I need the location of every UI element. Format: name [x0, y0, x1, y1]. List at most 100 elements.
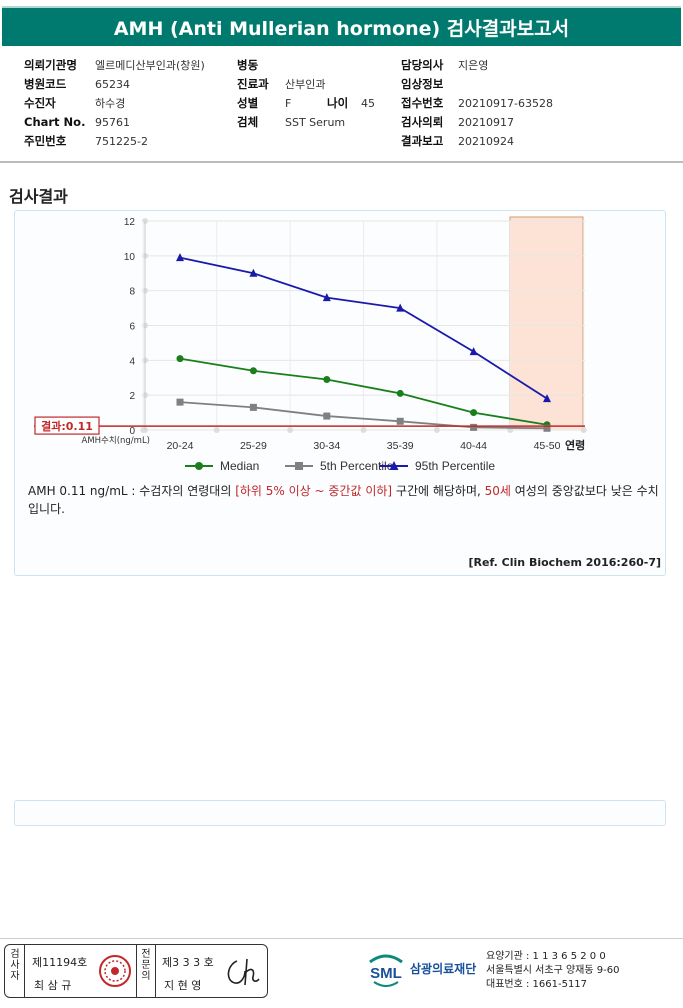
info-label: Chart No. [24, 115, 86, 129]
reference: [Ref. Clin Biochem 2016:260-7] [468, 556, 661, 569]
specialist-name: 지 현 영 [164, 979, 202, 992]
info-label: 병동 [237, 58, 259, 72]
info-label: 진료과 [237, 77, 269, 91]
info-value: 751225-2 [95, 134, 148, 148]
data-point [176, 398, 184, 406]
patient-info: 의뢰기관명 엘르메디산부인과(창원) 병원코드 65234 수진자 하수경 Ch… [0, 50, 683, 163]
series-line [179, 401, 548, 430]
info-row: 진료과 산부인과 [237, 75, 325, 93]
data-point [396, 303, 405, 312]
signature-icon [227, 958, 260, 986]
info-value: 지은영 [458, 59, 489, 72]
info-row: 성별 F 나이 45 [237, 94, 375, 112]
x-tick-dot [287, 427, 294, 433]
x-tick-label: 20-24 [167, 440, 194, 452]
comment-highlight: 50세 [484, 484, 511, 498]
legend-marker [195, 462, 203, 470]
sml-logo-icon: SML [369, 954, 403, 987]
info-row: 수진자 하수경 [24, 94, 125, 112]
x-tick-label: 25-29 [240, 440, 267, 452]
info-label: 접수번호 [401, 96, 444, 110]
data-point [470, 423, 478, 431]
info-value: 엘르메디산부인과(창원) [95, 59, 205, 72]
data-point [323, 412, 331, 420]
info-value: SST Serum [285, 115, 346, 129]
comment-highlight: [하위 5% 이상 ~ 중간값 이하] [235, 484, 393, 498]
specialist-label: 전문의 [141, 949, 151, 982]
data-point [249, 268, 258, 277]
x-tick-label: 35-39 [387, 440, 414, 452]
data-point [176, 253, 184, 262]
info-label: 결과보고 [401, 134, 444, 148]
data-point [543, 424, 551, 432]
data-point [470, 409, 478, 417]
info-value: 하수경 [95, 97, 126, 110]
x-tick-dot [433, 427, 440, 433]
x-tick-label: 40-44 [460, 440, 487, 452]
data-point [396, 389, 404, 397]
x-tick-label: 30-34 [313, 440, 340, 452]
data-point [176, 355, 184, 363]
info-value: 95761 [95, 115, 130, 129]
org-name: 삼광의료재단 [410, 961, 477, 976]
data-point [323, 375, 331, 383]
info-label: 임상정보 [401, 77, 444, 91]
examiner-number: 제11194호 [32, 956, 88, 969]
series-line [179, 357, 548, 426]
info-row: 병동 [237, 56, 285, 74]
data-point [396, 417, 404, 425]
info-label: 나이 [327, 96, 349, 110]
info-row: 의뢰기관명 엘르메디산부인과(창원) [24, 56, 205, 74]
legend-label: 5th Percentile [320, 459, 394, 473]
info-label: 의뢰기관명 [24, 58, 77, 72]
data-point [322, 293, 331, 302]
data-point [249, 403, 257, 411]
y-tick-label: 4 [129, 356, 135, 367]
result-label-box [34, 416, 100, 435]
y-axis-label: AMH수치(ng/mL) [82, 436, 150, 446]
info-row: 검사의뢰 20210917 [401, 113, 514, 131]
footer-divider [0, 938, 683, 939]
x-tick-dot [360, 427, 367, 433]
org-address: 요양기관 : 1 1 3 6 5 2 0 0 서울특별시 서초구 양재동 9-6… [486, 950, 619, 992]
comment-text: 구간에 해당하며, [392, 484, 485, 498]
examiner-label: 검사자 [10, 949, 20, 982]
org-code: 요양기관 : 1 1 3 6 5 2 0 0 [486, 951, 606, 962]
amh-chart: 0 2 4 6 8 10 12 20-24 25-29 30-34 35-39 40-44 45-50 연… [34, 216, 587, 473]
info-value: 45 [361, 96, 375, 110]
series-line [179, 256, 548, 400]
info-label: 수진자 [24, 96, 56, 110]
x-axis-label: 연령 [565, 438, 585, 452]
result-comment: AMH 0.11 ng/mL : 수검자의 연령대의 [하위 5% 이상 ~ 중… [28, 482, 668, 518]
signature-box: 검사자 제11194호 최 삼 규 전문의 제3 3 3 호 지 현 영 [4, 944, 268, 998]
legend-marker [295, 462, 303, 470]
legend-marker [389, 461, 399, 470]
highlight-band [509, 216, 584, 431]
info-label: 병원코드 [24, 77, 67, 91]
info-value: 65234 [95, 77, 130, 91]
legend-label: Median [220, 459, 259, 473]
section-title: 검사결과 [9, 187, 68, 206]
info-label: 주민번호 [24, 134, 67, 148]
examiner-name: 최 삼 규 [34, 979, 72, 992]
data-point [469, 347, 478, 356]
sml-logo-text: SML [370, 965, 402, 982]
y-tick-label: 6 [129, 322, 135, 333]
info-label: 담당의사 [401, 58, 444, 72]
info-value: 20210917 [458, 115, 514, 129]
legend-label: 95th Percentile [415, 459, 495, 473]
info-label: 검체 [237, 115, 259, 129]
info-row: 결과보고 20210924 [401, 132, 514, 150]
comment-text: AMH 0.11 ng/mL : 수검자의 연령대의 [28, 484, 236, 498]
sml-logo: SML 삼광의료재단 [364, 948, 476, 988]
y-tick-label: 10 [124, 252, 136, 263]
info-value: 20210924 [458, 134, 514, 148]
info-label: 성별 [237, 96, 259, 110]
org-phone: 대표번호 : 1661-5117 [486, 979, 588, 990]
info-row: 임상정보 [401, 75, 458, 93]
info-row: 검체 SST Serum [237, 113, 345, 131]
info-row: 접수번호 20210917-63528 [401, 94, 553, 112]
info-value: 산부인과 [285, 78, 326, 91]
result-label: 결과:0.11 [41, 419, 93, 433]
data-point [543, 394, 551, 403]
